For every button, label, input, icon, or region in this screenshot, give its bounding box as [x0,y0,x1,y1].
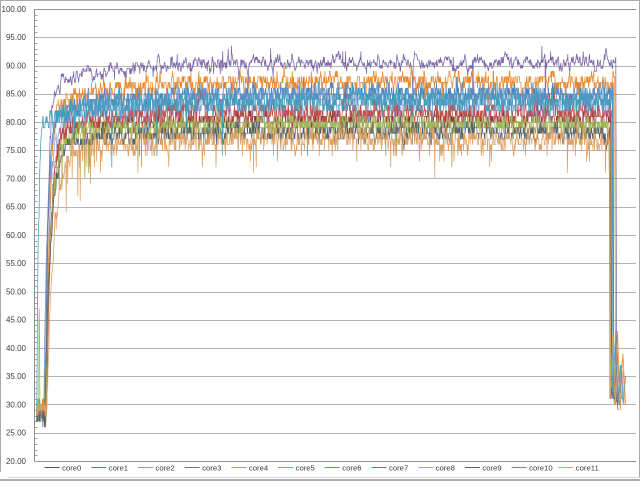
svg-text:core10: core10 [529,463,553,472]
svg-text:core1: core1 [109,463,128,472]
svg-text:50.00: 50.00 [6,287,27,296]
svg-text:core8: core8 [436,463,455,472]
svg-text:40.00: 40.00 [6,344,27,353]
svg-text:core0: core0 [62,463,81,472]
svg-text:core4: core4 [249,463,269,472]
svg-text:core9: core9 [482,463,501,472]
svg-text:30.00: 30.00 [6,400,27,409]
svg-text:80.00: 80.00 [6,118,27,127]
svg-text:65.00: 65.00 [6,203,27,212]
svg-text:core7: core7 [389,463,408,472]
svg-text:20.00: 20.00 [6,457,27,466]
svg-text:100.00: 100.00 [2,5,27,14]
svg-text:core3: core3 [202,463,221,472]
svg-text:35.00: 35.00 [6,372,27,381]
svg-text:core5: core5 [296,463,315,472]
svg-text:90.00: 90.00 [6,61,27,70]
svg-text:core6: core6 [342,463,361,472]
svg-text:45.00: 45.00 [6,316,27,325]
svg-text:60.00: 60.00 [6,231,27,240]
svg-text:55.00: 55.00 [6,259,27,268]
svg-text:25.00: 25.00 [6,429,27,438]
svg-text:core11: core11 [576,463,599,472]
svg-text:75.00: 75.00 [6,146,27,155]
svg-text:95.00: 95.00 [6,33,27,42]
svg-text:85.00: 85.00 [6,90,27,99]
svg-text:70.00: 70.00 [6,174,27,183]
svg-text:core2: core2 [156,463,175,472]
